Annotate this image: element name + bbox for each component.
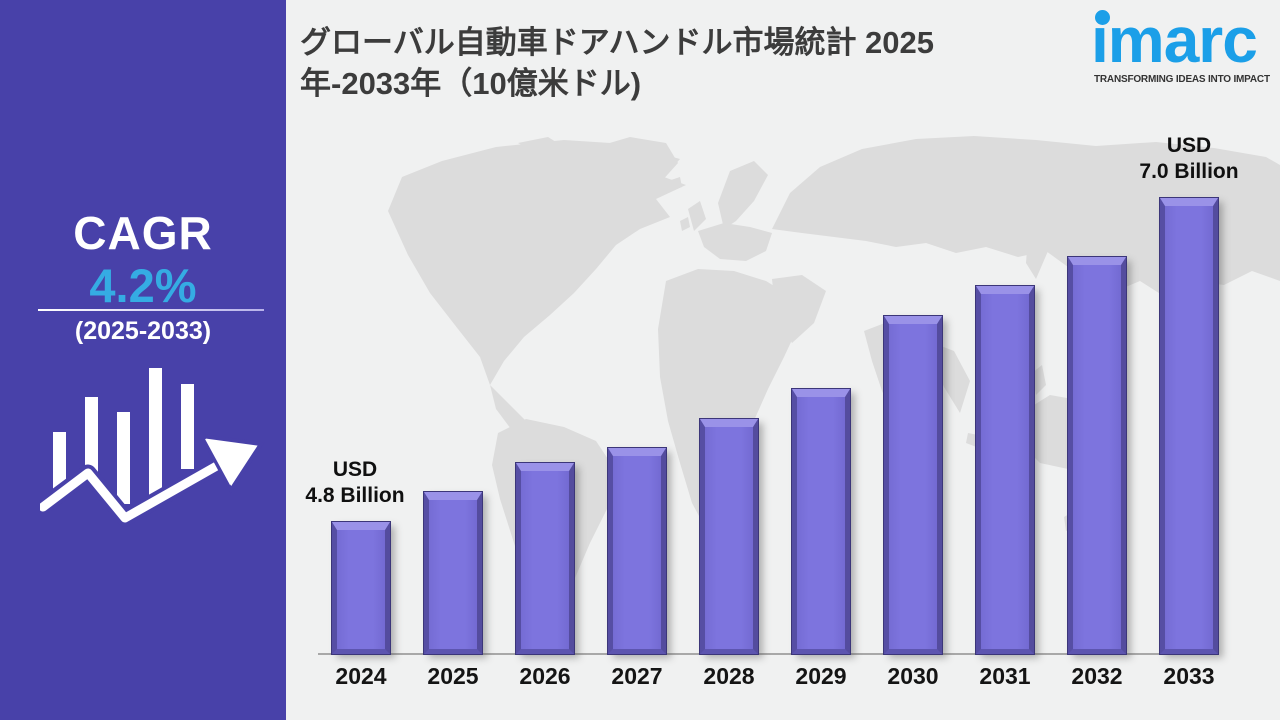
cagr-label: CAGR	[73, 207, 213, 259]
cagr-value: 4.2%	[89, 259, 197, 312]
bar-2024	[332, 522, 390, 654]
bar-2027	[608, 448, 666, 654]
year-label-2030: 2030	[887, 663, 939, 689]
year-label-2024: 2024	[335, 663, 387, 689]
logo-i-dot-icon	[1095, 10, 1110, 25]
year-label-2028: 2028	[703, 663, 755, 689]
cagr-sidebar: CAGR 4.2% (2025-2033)	[0, 0, 286, 720]
logo-text: ımarc	[1091, 4, 1258, 76]
bar-2028	[700, 419, 758, 654]
growth-chart-arrow-icon	[40, 368, 265, 527]
cagr-divider	[38, 309, 264, 311]
year-label-2025: 2025	[427, 663, 479, 689]
bar-value-label-2033: USD 7.0 Billion	[1139, 134, 1239, 183]
bar-value-label-2024: USD 4.8 Billion	[305, 458, 405, 507]
bar-2031	[976, 286, 1034, 654]
year-label-2027: 2027	[611, 663, 663, 689]
bar-2026	[516, 463, 574, 654]
year-label-2029: 2029	[795, 663, 847, 689]
bar-2033	[1160, 198, 1218, 654]
year-label-2032: 2032	[1071, 663, 1123, 689]
year-label-2033: 2033	[1163, 663, 1215, 689]
bar-chart-plot: 2024 USD 4.8 Billion 2025 2026 2027 2028 2029 2…	[286, 0, 1280, 720]
year-label-2026: 2026	[519, 663, 571, 689]
chart-title: グローバル自動車ドアハンドル市場統計 2025 年-2033年（10億米ドル)	[300, 25, 935, 101]
cagr-period: (2025-2033)	[74, 317, 212, 345]
bar-2025	[424, 492, 482, 654]
bar-2029	[792, 389, 850, 654]
imarc-logo: ımarc TRANSFORMING IDEAS INTO IMPACT	[1086, 0, 1276, 95]
year-label-2031: 2031	[979, 663, 1031, 689]
logo-tagline: TRANSFORMING IDEAS INTO IMPACT	[1094, 74, 1270, 85]
bar-2030	[884, 316, 942, 654]
chart-panel: グローバル自動車ドアハンドル市場統計 2025 年-2033年（10億米ドル) …	[286, 0, 1280, 720]
x-axis-line	[318, 653, 1218, 655]
bar-2032	[1068, 257, 1126, 654]
